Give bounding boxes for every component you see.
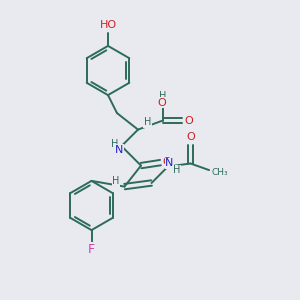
Text: H: H bbox=[159, 91, 167, 101]
Text: O: O bbox=[163, 157, 172, 167]
Text: H: H bbox=[112, 176, 120, 186]
Text: N: N bbox=[165, 158, 174, 169]
Text: O: O bbox=[186, 132, 195, 142]
Text: F: F bbox=[88, 243, 95, 256]
Text: H: H bbox=[111, 139, 118, 149]
Text: N: N bbox=[115, 145, 123, 155]
Text: CH₃: CH₃ bbox=[211, 168, 228, 177]
Text: O: O bbox=[158, 98, 166, 108]
Text: H: H bbox=[144, 117, 151, 127]
Text: H: H bbox=[173, 165, 180, 175]
Text: O: O bbox=[184, 116, 193, 126]
Text: HO: HO bbox=[100, 20, 118, 31]
